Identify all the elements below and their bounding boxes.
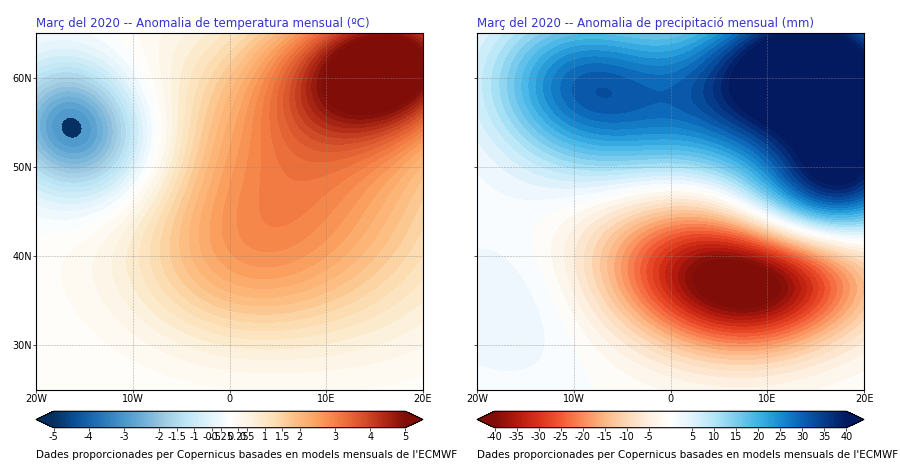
Text: Març del 2020 -- Anomalia de temperatura mensual (ºC): Març del 2020 -- Anomalia de temperatura… — [36, 17, 370, 31]
Text: Dades proporcionades per Copernicus basades en models mensuals de l'ECMWF: Dades proporcionades per Copernicus basa… — [477, 450, 898, 460]
PathPatch shape — [477, 411, 495, 428]
PathPatch shape — [405, 411, 423, 428]
PathPatch shape — [846, 411, 864, 428]
Text: Dades proporcionades per Copernicus basades en models mensuals de l'ECMWF: Dades proporcionades per Copernicus basa… — [36, 450, 457, 460]
Text: Març del 2020 -- Anomalia de precipitació mensual (mm): Març del 2020 -- Anomalia de precipitaci… — [477, 17, 814, 31]
PathPatch shape — [36, 411, 54, 428]
